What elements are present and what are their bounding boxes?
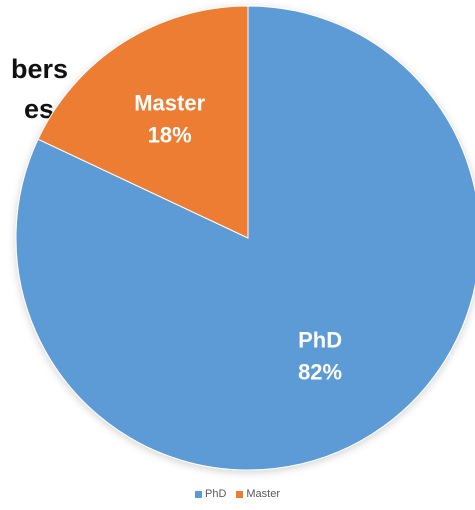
slice-percent-master: 18% [148, 123, 192, 148]
legend-swatch-phd [194, 490, 202, 498]
pie-slice-master [37, 5, 249, 239]
slice-label-master: Master [134, 91, 205, 116]
legend-swatch-master [236, 490, 244, 498]
slice-label-phd: PhD [298, 328, 342, 353]
slice-percent-phd: 82% [298, 360, 342, 385]
legend-label-master: Master [246, 488, 281, 500]
chart-legend: PhD Master [0, 488, 475, 500]
legend-label-phd: PhD [204, 488, 227, 500]
legend-item-master: Master [236, 488, 280, 500]
pie-slice-phd [15, 5, 475, 471]
partial-title-line-1: bers [10, 54, 68, 84]
legend-item-phd: PhD [194, 488, 227, 500]
